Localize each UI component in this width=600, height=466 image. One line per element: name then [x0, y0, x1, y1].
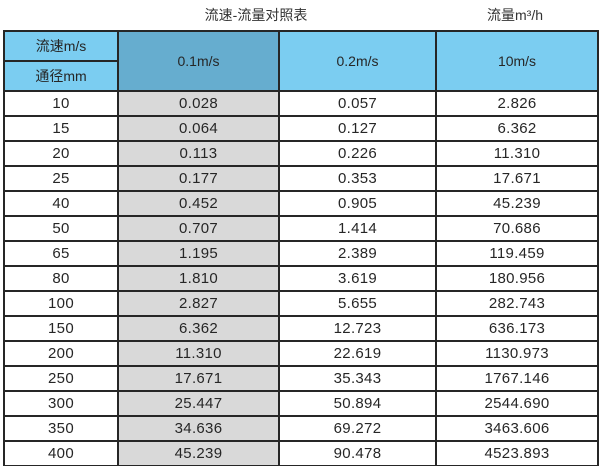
- cell-flow-at-0-1ms: 0.028: [117, 90, 280, 117]
- cell-flow-at-0-1ms: 0.177: [117, 165, 280, 192]
- cell-flow-at-0-2ms: 0.226: [278, 140, 437, 167]
- table-header: 流速m/s 通径mm 0.1m/s 0.2m/s 10m/s: [3, 30, 599, 92]
- cell-flow-at-0-1ms: 1.195: [117, 240, 280, 267]
- cell-flow-at-10ms: 45.239: [435, 190, 599, 217]
- cell-flow-at-10ms: 6.362: [435, 115, 599, 142]
- table-row: 40 0.452 0.905 45.239: [3, 190, 599, 217]
- cell-diameter: 25: [3, 165, 119, 192]
- cell-diameter: 65: [3, 240, 119, 267]
- cell-flow-at-0-1ms: 17.671: [117, 365, 280, 392]
- cell-diameter: 15: [3, 115, 119, 142]
- table-title: 流速-流量对照表: [204, 7, 308, 23]
- cell-flow-at-10ms: 636.173: [435, 315, 599, 342]
- cell-flow-at-0-2ms: 5.655: [278, 290, 437, 317]
- table-row: 65 1.195 2.389 119.459: [3, 240, 599, 267]
- header-col-0-1ms: 0.1m/s: [117, 30, 280, 92]
- cell-flow-at-10ms: 3463.606: [435, 415, 599, 442]
- cell-diameter: 150: [3, 315, 119, 342]
- cell-flow-at-10ms: 1130.973: [435, 340, 599, 367]
- cell-flow-at-0-1ms: 0.064: [117, 115, 280, 142]
- cell-flow-at-0-2ms: 1.414: [278, 215, 437, 242]
- cell-flow-at-0-1ms: 1.810: [117, 265, 280, 292]
- cell-diameter: 400: [3, 440, 119, 466]
- cell-flow-at-0-1ms: 11.310: [117, 340, 280, 367]
- table-row: 400 45.239 90.478 4523.893: [3, 440, 599, 466]
- cell-flow-at-0-2ms: 0.127: [278, 115, 437, 142]
- table-row: 200 11.310 22.619 1130.973: [3, 340, 599, 367]
- corner-header-cell: 流速m/s 通径mm: [3, 30, 119, 92]
- cell-diameter: 300: [3, 390, 119, 417]
- cell-flow-at-0-1ms: 45.239: [117, 440, 280, 466]
- cell-diameter: 10: [3, 90, 119, 117]
- table-row: 10 0.028 0.057 2.826: [3, 90, 599, 117]
- cell-diameter: 250: [3, 365, 119, 392]
- cell-flow-at-0-2ms: 69.272: [278, 415, 437, 442]
- header-col-10ms: 10m/s: [435, 30, 599, 92]
- cell-flow-at-0-2ms: 12.723: [278, 315, 437, 342]
- cell-flow-at-0-2ms: 35.343: [278, 365, 437, 392]
- cell-flow-at-0-2ms: 3.619: [278, 265, 437, 292]
- cell-flow-at-10ms: 2.826: [435, 90, 599, 117]
- cell-flow-at-10ms: 17.671: [435, 165, 599, 192]
- header-velocity-label: 流速m/s: [6, 33, 116, 62]
- cell-diameter: 100: [3, 290, 119, 317]
- cell-flow-at-0-1ms: 0.707: [117, 215, 280, 242]
- cell-flow-at-0-1ms: 0.452: [117, 190, 280, 217]
- table-row: 80 1.810 3.619 180.956: [3, 265, 599, 292]
- header-diameter-label: 通径mm: [35, 68, 87, 84]
- cell-flow-at-0-1ms: 34.636: [117, 415, 280, 442]
- cell-flow-at-10ms: 282.743: [435, 290, 599, 317]
- table-row: 20 0.113 0.226 11.310: [3, 140, 599, 167]
- table-row: 15 0.064 0.127 6.362: [3, 115, 599, 142]
- table-row: 150 6.362 12.723 636.173: [3, 315, 599, 342]
- table-body: 10 0.028 0.057 2.826 15 0.064 0.127 6.36…: [3, 90, 599, 466]
- table-row: 50 0.707 1.414 70.686: [3, 215, 599, 242]
- table-row: 25 0.177 0.353 17.671: [3, 165, 599, 192]
- cell-flow-at-0-1ms: 6.362: [117, 315, 280, 342]
- table-row: 350 34.636 69.272 3463.606: [3, 415, 599, 442]
- table-row: 100 2.827 5.655 282.743: [3, 290, 599, 317]
- cell-flow-at-10ms: 2544.690: [435, 390, 599, 417]
- cell-flow-at-10ms: 119.459: [435, 240, 599, 267]
- cell-flow-at-0-2ms: 90.478: [278, 440, 437, 466]
- cell-flow-at-0-2ms: 22.619: [278, 340, 437, 367]
- header-col-0-2ms: 0.2m/s: [278, 30, 437, 92]
- cell-diameter: 40: [3, 190, 119, 217]
- cell-flow-at-10ms: 11.310: [435, 140, 599, 167]
- cell-flow-at-0-2ms: 0.353: [278, 165, 437, 192]
- cell-diameter: 80: [3, 265, 119, 292]
- cell-flow-at-10ms: 1767.146: [435, 365, 599, 392]
- flow-rate-table: 流速m/s 通径mm 0.1m/s 0.2m/s 10m/s 10 0.028 …: [3, 30, 599, 466]
- cell-flow-at-0-1ms: 25.447: [117, 390, 280, 417]
- cell-diameter: 20: [3, 140, 119, 167]
- cell-flow-at-0-1ms: 0.113: [117, 140, 280, 167]
- cell-flow-at-10ms: 70.686: [435, 215, 599, 242]
- cell-flow-at-0-2ms: 2.389: [278, 240, 437, 267]
- cell-diameter: 350: [3, 415, 119, 442]
- header-row: 流速m/s 通径mm 0.1m/s 0.2m/s 10m/s: [3, 30, 599, 92]
- cell-flow-at-0-2ms: 0.057: [278, 90, 437, 117]
- cell-flow-at-0-1ms: 2.827: [117, 290, 280, 317]
- cell-flow-at-0-2ms: 0.905: [278, 190, 437, 217]
- cell-flow-at-0-2ms: 50.894: [278, 390, 437, 417]
- flow-unit-label: 流量m³/h: [487, 7, 543, 23]
- table-row: 300 25.447 50.894 2544.690: [3, 390, 599, 417]
- cell-diameter: 50: [3, 215, 119, 242]
- cell-diameter: 200: [3, 340, 119, 367]
- cell-flow-at-10ms: 180.956: [435, 265, 599, 292]
- table-row: 250 17.671 35.343 1767.146: [3, 365, 599, 392]
- cell-flow-at-10ms: 4523.893: [435, 440, 599, 466]
